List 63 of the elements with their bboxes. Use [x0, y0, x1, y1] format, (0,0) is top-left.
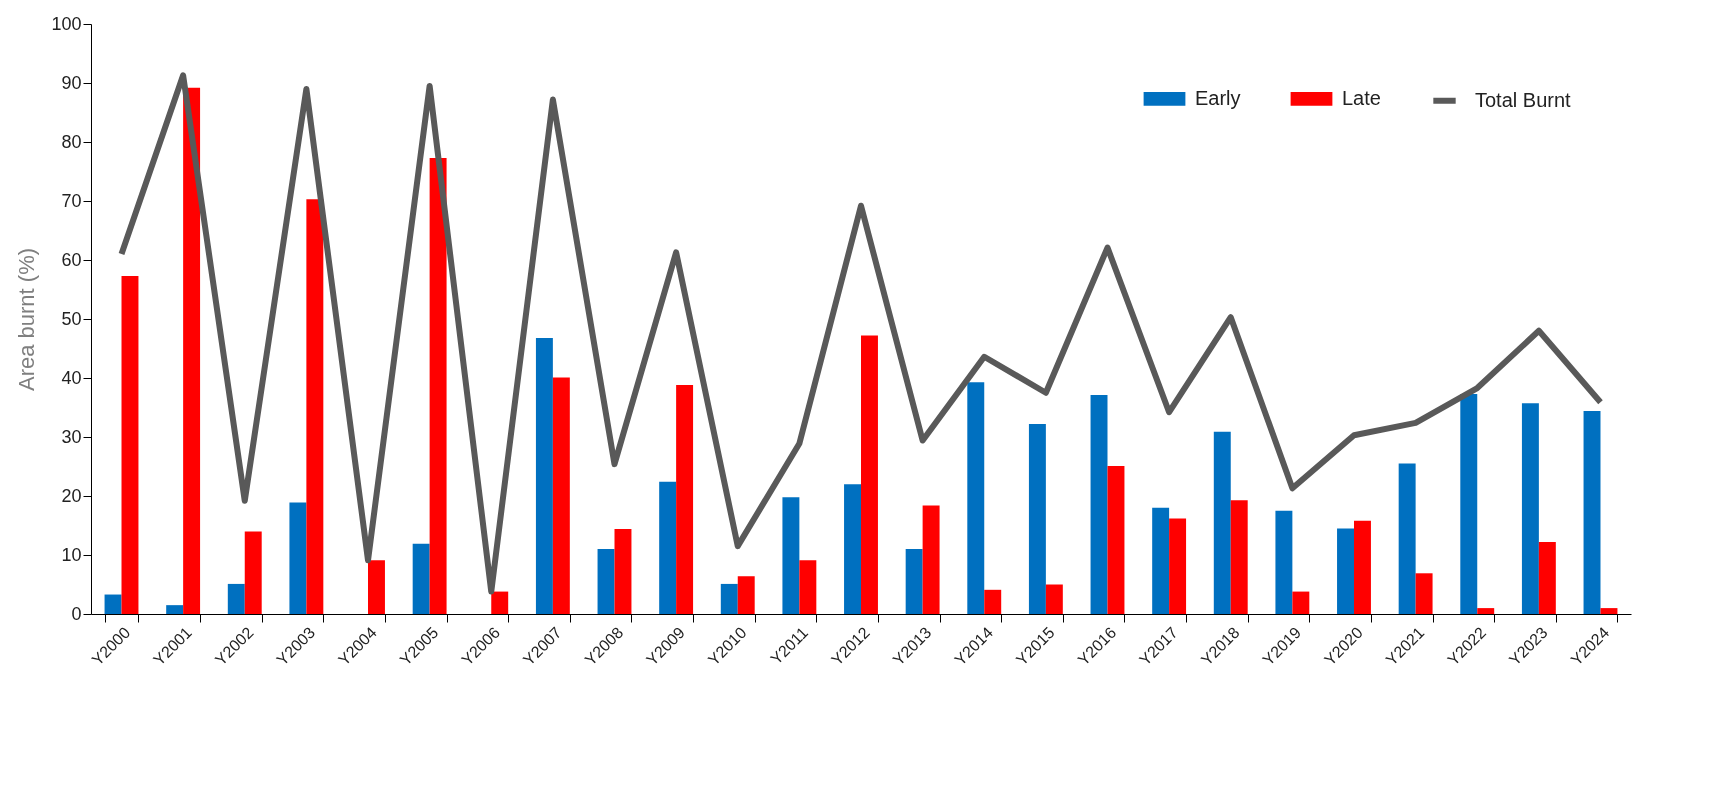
- bar: [720, 583, 738, 614]
- bar: [306, 199, 324, 614]
- bar: [535, 337, 553, 614]
- y-tick-label: 80: [61, 131, 82, 152]
- bar: [244, 531, 262, 614]
- y-axis-title: Area burnt (%): [14, 247, 40, 392]
- bar: [183, 87, 201, 614]
- bar: [1354, 520, 1371, 614]
- legend-label: Early: [1195, 86, 1241, 109]
- bar: [1028, 424, 1046, 614]
- bar: [166, 605, 184, 614]
- bar: [1415, 573, 1433, 614]
- y-tick-label: 90: [61, 72, 82, 93]
- bar: [1337, 528, 1354, 614]
- bar: [1107, 465, 1125, 614]
- bar: [782, 497, 800, 614]
- bar: [1538, 542, 1556, 614]
- bar: [1398, 463, 1416, 614]
- bar: [1477, 608, 1495, 614]
- bar: [984, 589, 1002, 614]
- bar: [491, 591, 509, 614]
- bar: [922, 505, 940, 614]
- y-tick-label: 30: [61, 426, 82, 447]
- y-tick-label: 50: [61, 308, 82, 329]
- legend-label: Total Burnt: [1475, 88, 1572, 111]
- bar: [1292, 591, 1310, 614]
- y-tick-label: 70: [61, 190, 82, 211]
- bar: [799, 560, 817, 614]
- bar: [659, 481, 677, 614]
- bar: [597, 549, 615, 614]
- bar: [1152, 507, 1170, 614]
- bar: [1230, 500, 1248, 614]
- bar: [844, 484, 861, 614]
- bar: [676, 385, 694, 614]
- bar: [1213, 431, 1231, 614]
- bar: [289, 502, 307, 614]
- bar: [967, 382, 985, 614]
- bar: [1460, 393, 1478, 614]
- y-tick-label: 10: [61, 544, 82, 565]
- bar: [1045, 584, 1063, 614]
- bar: [552, 377, 570, 614]
- bar: [121, 275, 139, 614]
- y-tick-label: 20: [61, 485, 82, 506]
- y-tick-label: 100: [51, 13, 82, 34]
- bar: [1600, 608, 1618, 614]
- bar: [1275, 510, 1293, 614]
- bar: [905, 549, 923, 614]
- bar: [1521, 403, 1539, 614]
- bar: [737, 576, 755, 614]
- y-tick-label: 40: [61, 367, 82, 388]
- bar: [412, 543, 430, 614]
- bar: [104, 594, 122, 614]
- y-tick-label: 0: [71, 603, 82, 624]
- legend-label: Late: [1342, 86, 1381, 109]
- bar: [1583, 411, 1601, 614]
- y-tick-label: 60: [61, 249, 82, 270]
- bar: [429, 157, 447, 614]
- bar: [861, 335, 878, 614]
- bar: [1090, 395, 1108, 614]
- bar: [614, 529, 632, 614]
- bar: [368, 560, 385, 614]
- bar: [227, 583, 245, 614]
- bar: [1169, 518, 1187, 614]
